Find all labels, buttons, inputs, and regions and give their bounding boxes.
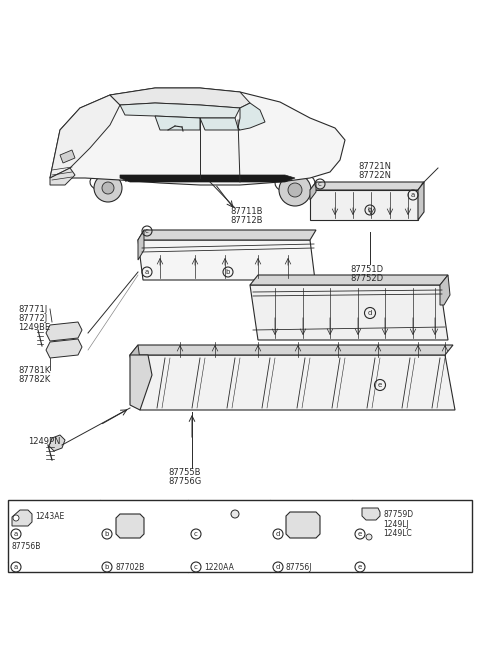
Polygon shape [60,150,75,163]
Polygon shape [238,103,265,130]
Polygon shape [286,512,320,538]
Text: e: e [358,564,362,570]
Circle shape [13,515,19,521]
Text: b: b [105,564,109,570]
Circle shape [288,183,302,197]
Text: c: c [318,181,322,187]
Polygon shape [138,230,316,240]
Polygon shape [138,240,315,280]
Text: e: e [358,531,362,537]
Polygon shape [310,190,418,220]
Text: 87755B: 87755B [168,468,201,477]
Polygon shape [310,182,316,200]
Text: 87752D: 87752D [350,274,383,283]
Circle shape [94,174,122,202]
Text: 1220AA: 1220AA [204,563,234,572]
Text: 87722N: 87722N [358,171,391,180]
Polygon shape [46,322,82,341]
Circle shape [279,174,311,206]
FancyBboxPatch shape [8,500,472,572]
Text: b: b [105,531,109,537]
Polygon shape [120,175,295,182]
Polygon shape [440,275,450,305]
Polygon shape [418,182,424,220]
Text: 87711B: 87711B [230,207,263,216]
Text: a: a [145,269,149,275]
Polygon shape [120,103,240,118]
Circle shape [102,182,114,194]
Text: b: b [226,269,230,275]
Text: 87751D: 87751D [350,265,383,274]
Text: 87702B: 87702B [115,563,144,572]
Text: e: e [378,382,382,388]
Text: a: a [14,531,18,537]
Polygon shape [362,508,380,520]
Polygon shape [110,88,250,108]
Circle shape [366,534,372,540]
Polygon shape [116,514,144,538]
Text: 87781K: 87781K [18,366,50,375]
Text: 87759D: 87759D [383,510,413,519]
Polygon shape [12,510,32,526]
Polygon shape [138,230,144,260]
Text: 87782K: 87782K [18,375,50,384]
Text: 87756G: 87756G [168,477,201,486]
Polygon shape [200,118,240,130]
Polygon shape [130,345,453,355]
Text: 1249LJ: 1249LJ [383,520,409,529]
Text: 87771J: 87771J [18,305,47,314]
Text: c: c [145,228,149,234]
Text: c: c [194,531,198,537]
Text: 1249BE: 1249BE [18,323,50,332]
Polygon shape [50,168,75,185]
Text: d: d [368,310,372,316]
Text: a: a [14,564,18,570]
Text: 1249LC: 1249LC [383,529,412,538]
Text: d: d [276,531,280,537]
Text: c: c [194,564,198,570]
Polygon shape [130,355,455,410]
Text: 87756J: 87756J [286,563,312,572]
Text: 1243AE: 1243AE [35,512,64,521]
Polygon shape [250,285,448,340]
Text: d: d [276,564,280,570]
Text: b: b [368,207,372,213]
Circle shape [231,510,239,518]
Text: 87756B: 87756B [12,542,41,551]
Text: a: a [411,192,415,198]
Polygon shape [130,355,152,410]
Polygon shape [50,95,120,178]
Polygon shape [49,435,65,451]
Polygon shape [155,116,200,130]
Polygon shape [310,182,424,190]
Text: 87772J: 87772J [18,314,47,323]
Polygon shape [130,345,140,368]
Polygon shape [46,339,82,358]
Polygon shape [50,88,345,185]
Text: 1249PN: 1249PN [28,437,60,446]
Text: 87721N: 87721N [358,162,391,171]
Text: 87712B: 87712B [230,216,263,225]
Polygon shape [250,275,448,285]
